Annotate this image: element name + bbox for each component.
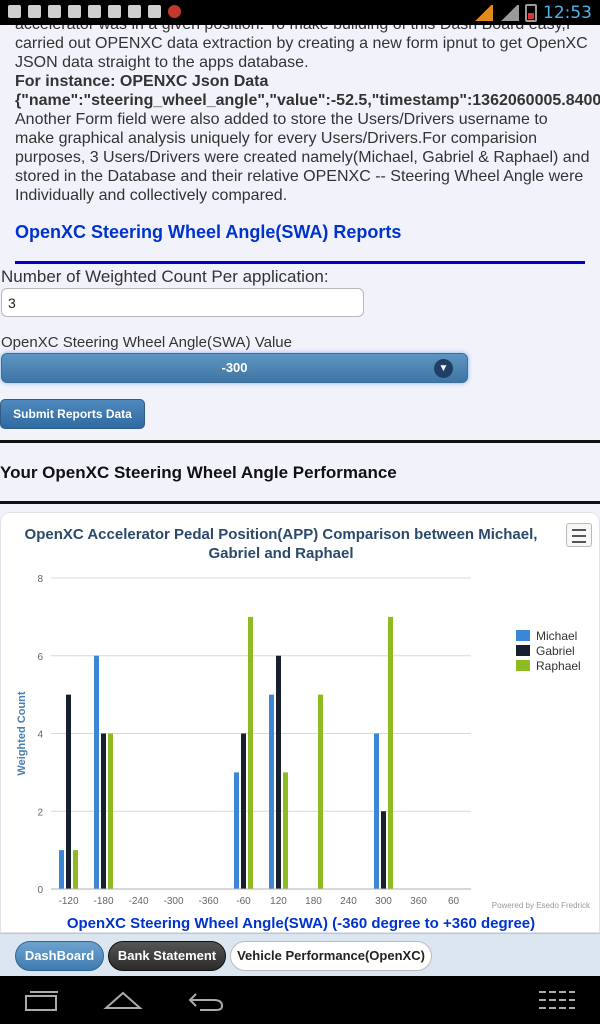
swa-label: OpenXC Steering Wheel Angle(SWA) Value	[1, 334, 292, 351]
main-content[interactable]: accelerator was in a given position. To …	[0, 25, 600, 933]
bar-michael-120	[269, 694, 274, 889]
weighted-count-input[interactable]	[1, 288, 364, 317]
signal-icon	[473, 5, 493, 21]
image-icon	[28, 5, 41, 18]
submit-reports-button[interactable]: Submit Reports Data	[0, 399, 145, 429]
bar-raphael-300	[388, 616, 393, 889]
x-tick-label: -300	[163, 896, 183, 907]
bar-gabriel--120	[66, 694, 71, 889]
legend-label-gabriel: Gabriel	[536, 644, 575, 658]
phone-icon	[148, 5, 161, 18]
usb-icon	[88, 5, 101, 18]
notification-icon	[8, 5, 21, 18]
tools-icon	[108, 5, 121, 18]
json-example: For instance: OPENXC Json Data {"name":"…	[15, 73, 600, 109]
x-tick-label: 180	[305, 896, 322, 907]
x-tick-label: 300	[375, 896, 392, 907]
bar-gabriel-300	[381, 811, 386, 889]
chart-title-line-1: OpenXC Accelerator Pedal Position(APP) C…	[25, 526, 538, 543]
bar-raphael--120	[73, 850, 78, 889]
reports-title: OpenXC Steering Wheel Angle(SWA) Reports	[15, 222, 402, 242]
reports-divider	[15, 261, 585, 264]
chevron-down-icon: ▼	[434, 359, 453, 378]
recent-apps-icon[interactable]	[22, 988, 62, 1012]
bar-michael--60	[234, 772, 239, 889]
swa-select[interactable]: -300 ▼	[1, 353, 468, 383]
chart-title-line-2: Gabriel and Raphael	[208, 545, 353, 562]
swa-selected-value: -300	[221, 360, 248, 375]
y-tick-label: 8	[37, 574, 43, 585]
y-tick-label: 2	[37, 807, 43, 818]
y-axis-title: Weighted Count	[16, 691, 28, 775]
tab-bank-statement[interactable]: Bank Statement	[108, 941, 226, 971]
x-axis-title: OpenXC Steering Wheel Angle(SWA) (-360 d…	[67, 915, 535, 932]
intro-text: accelerator was in a given position. To …	[15, 25, 600, 205]
intro-line-cut: accelerator was in a given position. To …	[15, 25, 590, 34]
legend-swatch-raphael	[516, 660, 530, 671]
home-icon[interactable]	[103, 988, 143, 1012]
legend-label-raphael: Raphael	[536, 659, 581, 673]
photo-icon	[128, 5, 141, 18]
bar-raphael--60	[248, 616, 253, 889]
legend-swatch-gabriel	[516, 645, 530, 656]
intro-line-1: carried out OPENXC data extraction by cr…	[15, 35, 588, 52]
back-icon[interactable]	[186, 988, 226, 1012]
x-tick-label: 120	[270, 896, 287, 907]
badge-icon	[168, 5, 181, 18]
legend-label-michael: Michael	[536, 629, 577, 643]
system-nav-bar	[0, 976, 600, 1024]
intro-paragraph-2: Another Form field were also added to st…	[15, 111, 590, 204]
bottom-tab-bar: DashBoard Bank Statement Vehicle Perform…	[0, 933, 600, 976]
bar-raphael-120	[283, 772, 288, 889]
tab-vehicle-performance[interactable]: Vehicle Performance(OpenXC)	[230, 941, 432, 971]
battery-icon	[525, 4, 537, 22]
x-tick-label: -60	[236, 896, 251, 907]
x-tick-label: -120	[58, 896, 78, 907]
bar-gabriel-120	[276, 655, 281, 889]
x-tick-label: 240	[340, 896, 357, 907]
chart-container: OpenXC Accelerator Pedal Position(APP) C…	[0, 512, 600, 933]
signal-2-icon	[499, 5, 519, 21]
clock: 12:53	[543, 3, 592, 23]
y-tick-label: 4	[37, 730, 43, 741]
performance-title: Your OpenXC Steering Wheel Angle Perform…	[0, 463, 397, 482]
x-tick-label: 60	[448, 896, 460, 907]
x-tick-label: -240	[128, 896, 148, 907]
chart-credit: Powered by Esedo Fredrick	[492, 901, 591, 910]
count-label: Number of Weighted Count Per application…	[1, 267, 329, 286]
bar-raphael-180	[318, 694, 323, 889]
menu-icon[interactable]	[537, 988, 577, 1012]
chart-menu-button[interactable]	[566, 523, 592, 547]
tab-dashboard[interactable]: DashBoard	[15, 941, 104, 971]
bar-gabriel--180	[101, 733, 106, 889]
status-bar: 12:53	[0, 0, 600, 25]
x-tick-label: -360	[198, 896, 218, 907]
divider-bottom	[0, 501, 600, 504]
x-tick-label: -180	[93, 896, 113, 907]
x-tick-label: 360	[410, 896, 427, 907]
bar-chart: OpenXC Accelerator Pedal Position(APP) C…	[16, 526, 591, 932]
warning-icon	[48, 5, 61, 18]
intro-line-2: JSON data straight to the apps database.	[15, 54, 309, 71]
y-tick-label: 0	[37, 885, 43, 896]
bar-raphael--180	[108, 733, 113, 889]
divider-top	[0, 440, 600, 443]
bar-michael-300	[374, 733, 379, 889]
whatsapp-icon	[68, 5, 81, 18]
bar-gabriel--60	[241, 733, 246, 889]
bar-michael--120	[59, 850, 64, 889]
bar-michael--180	[94, 655, 99, 889]
y-tick-label: 6	[37, 652, 43, 663]
legend-swatch-michael	[516, 630, 530, 641]
notification-icons	[8, 5, 181, 18]
